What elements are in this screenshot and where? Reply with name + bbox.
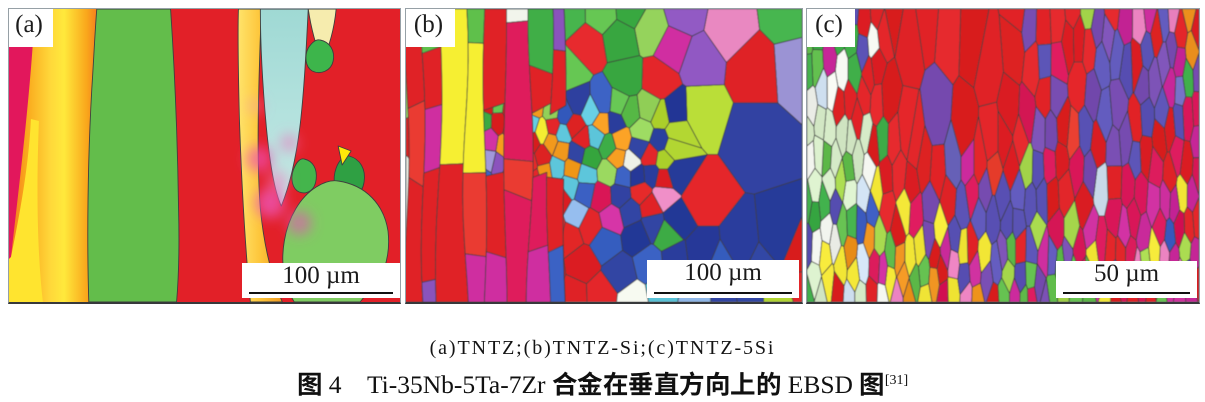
panel-a: (a) 100 µm [8, 8, 401, 304]
scalebar-c: 50 µm [1056, 261, 1197, 298]
scalebar-b-line [654, 292, 792, 294]
panel-label-a-text: (a) [15, 10, 43, 38]
cjk-glyph [861, 372, 884, 396]
cjk-glyph [629, 371, 653, 396]
ebsd-map-c [807, 9, 1199, 302]
cjk-glyph [757, 371, 780, 396]
cjk-glyph [731, 372, 755, 395]
panel-c: (c) 50 µm [806, 8, 1200, 304]
panel-label-c-text: (c) [815, 10, 843, 38]
panel-label-b-text: (b) [413, 10, 444, 38]
panel-label-c: (c) [807, 9, 855, 47]
cjk-glyph [680, 371, 704, 396]
scalebar-c-line [1063, 292, 1190, 294]
caption-title: 4 Ti-35Nb-5Ta-7Zr EBSD [31] [0, 371, 1205, 399]
cjk-glyph [298, 372, 321, 396]
ebsd-map-b [406, 9, 802, 302]
panel-label-b: (b) [406, 9, 455, 47]
caption-title-text: 4 Ti-35Nb-5Ta-7Zr EBSD [297, 370, 885, 399]
cjk-glyph [603, 371, 628, 396]
cjk-glyph [707, 371, 729, 396]
scalebar-a: 100 µm [242, 263, 400, 298]
panel-b: (b) 100 µm [405, 8, 803, 304]
cjk-glyph [577, 371, 603, 396]
scalebar-b-text: 100 µm [684, 259, 762, 286]
cjk-glyph [552, 371, 577, 396]
caption-subcaption: (a)TNTZ;(b)TNTZ-Si;(c)TNTZ-5Si [429, 337, 776, 359]
scalebar-c-text: 50 µm [1093, 260, 1160, 287]
ebsd-map-a [9, 9, 400, 302]
scalebar-b: 100 µm [647, 260, 799, 298]
cjk-glyph [654, 371, 679, 395]
caption-reference: [31] [884, 373, 909, 389]
scalebar-a-line [249, 292, 393, 294]
scalebar-a-text: 100 µm [282, 262, 360, 289]
panel-label-a: (a) [9, 9, 53, 47]
